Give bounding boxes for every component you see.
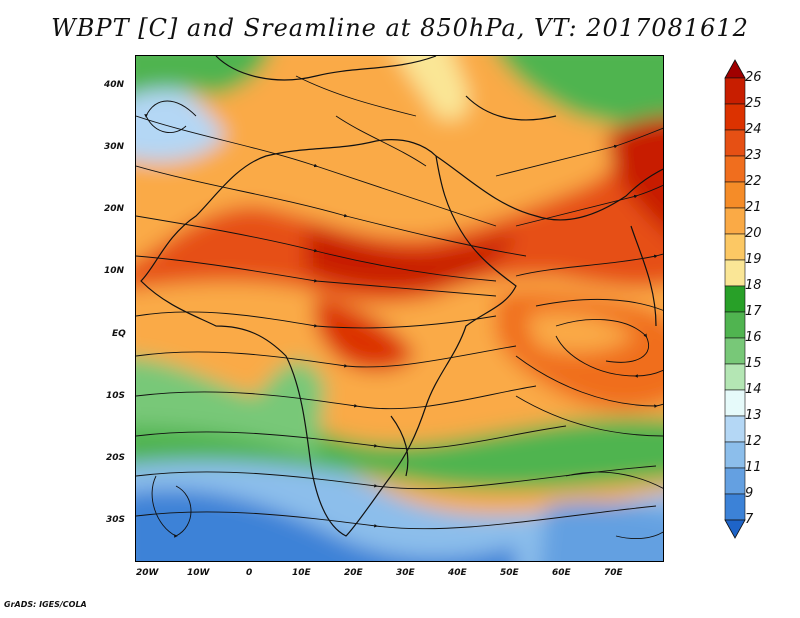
colorbar-box xyxy=(724,129,746,157)
colorbar-box xyxy=(724,181,746,209)
colorbar-label: 22 xyxy=(745,174,762,189)
grads-credit: GrADS: IGES/COLA xyxy=(4,600,87,609)
streamlines xyxy=(136,75,663,540)
lat-label-20s: 20S xyxy=(106,453,126,463)
colorbar-label: 21 xyxy=(745,200,762,215)
colorbar-label: 18 xyxy=(745,278,762,293)
colorbar-label: 25 xyxy=(745,96,762,111)
lat-label-10s: 10S xyxy=(106,391,126,401)
colorbar-box xyxy=(724,363,746,391)
lat-label-40n: 40N xyxy=(104,80,125,90)
lon-label-20w: 20W xyxy=(136,568,159,578)
lon-label-20e: 20E xyxy=(344,568,363,578)
colorbar-label: 26 xyxy=(745,70,762,85)
lon-label-50e: 50E xyxy=(500,568,519,578)
colorbar-label: 17 xyxy=(745,304,762,319)
lat-label-eq: EQ xyxy=(112,329,126,339)
colorbar-box xyxy=(724,337,746,365)
colorbar-label: 13 xyxy=(745,408,762,423)
lat-label-30n: 30N xyxy=(104,142,125,152)
colorbar-label: 16 xyxy=(745,330,762,345)
colorbar-box xyxy=(724,207,746,235)
colorbar-label: 20 xyxy=(745,226,762,241)
colorbar-box xyxy=(724,311,746,339)
lon-label-70e: 70E xyxy=(604,568,623,578)
colorbar-top-arrow xyxy=(724,59,746,79)
lon-label-40e: 40E xyxy=(448,568,467,578)
map-title: WBPT [C] and Sreamline at 850hPa, VT: 20… xyxy=(51,14,749,42)
colorbar-label: 11 xyxy=(745,460,762,475)
colorbar-label: 14 xyxy=(745,382,762,397)
colorbar-bottom-arrow xyxy=(724,519,746,539)
colorbar-box xyxy=(724,493,746,521)
wbpt-shading xyxy=(136,56,663,561)
colorbar-box xyxy=(724,389,746,417)
colorbar-box xyxy=(724,77,746,105)
lon-label-30e: 30E xyxy=(396,568,415,578)
lat-label-30s: 30S xyxy=(106,515,126,525)
lon-label-60e: 60E xyxy=(552,568,571,578)
colorbar-box xyxy=(724,233,746,261)
colorbar-label: 9 xyxy=(745,486,754,501)
lon-label-10w: 10W xyxy=(187,568,210,578)
colorbar-label: 24 xyxy=(745,122,762,137)
wbpt-field-map xyxy=(136,56,663,561)
colorbar-label: 19 xyxy=(745,252,762,267)
colorbar-box xyxy=(724,155,746,183)
colorbar-box xyxy=(724,259,746,287)
colorbar-label: 12 xyxy=(745,434,762,449)
coastlines xyxy=(140,56,663,537)
colorbar-box xyxy=(724,467,746,495)
colorbar-label: 15 xyxy=(745,356,762,371)
colorbar-box xyxy=(724,441,746,469)
colorbar-label: 23 xyxy=(745,148,762,163)
lon-label-0: 0 xyxy=(246,568,253,578)
colorbar-box xyxy=(724,415,746,443)
lat-label-10n: 10N xyxy=(104,266,125,276)
map-panel xyxy=(135,55,664,562)
colorbar-box xyxy=(724,103,746,131)
colorbar-box xyxy=(724,285,746,313)
colorbar-label: 7 xyxy=(745,512,754,527)
colorbar xyxy=(724,59,746,539)
lat-label-20n: 20N xyxy=(104,204,125,214)
lon-label-10e: 10E xyxy=(292,568,311,578)
